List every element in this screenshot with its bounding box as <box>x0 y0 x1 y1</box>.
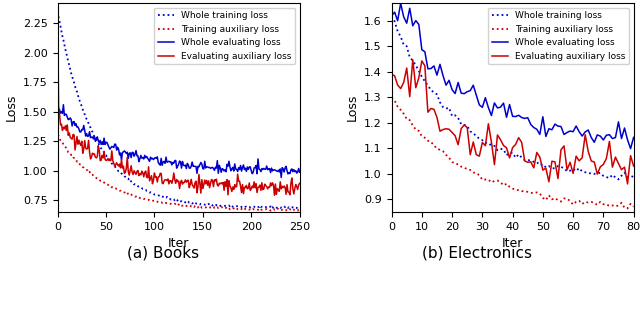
Training auxiliary loss <box>54 133 61 137</box>
Whole training loss <box>614 178 622 181</box>
Evaluating auxiliary loss <box>218 181 225 185</box>
Whole evaluating loss <box>150 158 157 161</box>
Legend: Whole training loss, Training auxiliary loss, Whole evaluating loss, Evaluating : Whole training loss, Training auxiliary … <box>154 7 295 64</box>
Whole evaluating loss <box>165 159 173 163</box>
Whole training loss <box>596 171 604 175</box>
Training auxiliary loss <box>218 205 225 209</box>
X-axis label: Iter: Iter <box>168 237 189 251</box>
Whole training loss <box>539 162 547 166</box>
Whole evaluating loss <box>588 136 595 139</box>
Whole training loss <box>521 158 529 162</box>
Whole training loss <box>164 197 172 200</box>
Evaluating auxiliary loss <box>388 73 396 76</box>
Whole training loss <box>236 205 243 209</box>
Evaluating auxiliary loss <box>296 182 303 185</box>
Evaluating auxiliary loss <box>624 182 632 186</box>
Training auxiliary loss <box>584 201 592 204</box>
Whole evaluating loss <box>542 134 550 138</box>
Whole evaluating loss <box>237 163 244 167</box>
Line: Whole training loss: Whole training loss <box>392 16 634 179</box>
Evaluating auxiliary loss <box>200 183 207 187</box>
Training auxiliary loss <box>539 196 547 200</box>
Whole evaluating loss <box>609 137 616 140</box>
Whole evaluating loss <box>524 116 532 119</box>
Whole evaluating loss <box>277 176 285 179</box>
Text: (a) Books: (a) Books <box>127 246 199 261</box>
Whole training loss <box>54 10 61 14</box>
Whole evaluating loss <box>198 162 205 166</box>
Evaluating auxiliary loss <box>588 159 595 163</box>
Line: Whole evaluating loss: Whole evaluating loss <box>392 3 634 149</box>
Whole evaluating loss <box>397 2 404 5</box>
Evaluating auxiliary loss <box>524 160 532 164</box>
Whole evaluating loss <box>569 130 577 134</box>
Training auxiliary loss <box>566 199 574 203</box>
Whole training loss <box>282 207 290 211</box>
Whole evaluating loss <box>630 135 637 139</box>
Line: Whole training loss: Whole training loss <box>58 12 300 209</box>
Training auxiliary loss <box>197 204 205 208</box>
Whole training loss <box>630 175 637 179</box>
Evaluating auxiliary loss <box>609 165 616 169</box>
Line: Training auxiliary loss: Training auxiliary loss <box>392 98 634 208</box>
Training auxiliary loss <box>267 209 275 212</box>
Whole training loss <box>566 169 574 173</box>
Text: (b) Electronics: (b) Electronics <box>422 246 532 261</box>
Whole evaluating loss <box>388 14 396 18</box>
Whole evaluating loss <box>60 103 67 107</box>
Whole evaluating loss <box>296 170 303 174</box>
Whole evaluating loss <box>600 138 607 142</box>
Training auxiliary loss <box>596 200 604 204</box>
Whole training loss <box>148 191 156 195</box>
Training auxiliary loss <box>296 207 303 211</box>
Evaluating auxiliary loss <box>271 193 278 197</box>
Evaluating auxiliary loss <box>236 179 243 183</box>
Training auxiliary loss <box>388 96 396 100</box>
Evaluating auxiliary loss <box>409 58 417 62</box>
Training auxiliary loss <box>630 205 637 208</box>
Evaluating auxiliary loss <box>148 182 156 186</box>
Evaluating auxiliary loss <box>600 163 607 166</box>
Line: Evaluating auxiliary loss: Evaluating auxiliary loss <box>58 8 300 195</box>
Whole training loss <box>605 176 613 180</box>
Y-axis label: Loss: Loss <box>346 94 358 121</box>
Whole evaluating loss <box>201 159 209 163</box>
Line: Evaluating auxiliary loss: Evaluating auxiliary loss <box>392 60 634 184</box>
Evaluating auxiliary loss <box>542 166 550 170</box>
Line: Whole evaluating loss: Whole evaluating loss <box>58 105 300 178</box>
Line: Training auxiliary loss: Training auxiliary loss <box>58 135 300 211</box>
Evaluating auxiliary loss <box>630 164 637 168</box>
Evaluating auxiliary loss <box>197 191 205 195</box>
Whole training loss <box>296 207 303 210</box>
Training auxiliary loss <box>164 202 172 206</box>
Training auxiliary loss <box>624 207 632 210</box>
Whole training loss <box>388 14 396 18</box>
Y-axis label: Loss: Loss <box>4 94 17 121</box>
Training auxiliary loss <box>236 207 243 211</box>
Whole evaluating loss <box>627 147 634 150</box>
Whole training loss <box>200 202 207 206</box>
Whole training loss <box>197 202 205 206</box>
Whole training loss <box>218 204 225 208</box>
Evaluating auxiliary loss <box>54 6 61 10</box>
Whole training loss <box>584 172 592 175</box>
Evaluating auxiliary loss <box>164 177 172 181</box>
Training auxiliary loss <box>521 189 529 193</box>
Training auxiliary loss <box>200 205 207 209</box>
Legend: Whole training loss, Training auxiliary loss, Whole evaluating loss, Evaluating : Whole training loss, Training auxiliary … <box>488 7 629 64</box>
X-axis label: Iter: Iter <box>502 237 524 251</box>
Whole evaluating loss <box>218 167 226 170</box>
Evaluating auxiliary loss <box>569 172 577 175</box>
Training auxiliary loss <box>605 204 613 208</box>
Whole evaluating loss <box>54 104 61 108</box>
Training auxiliary loss <box>148 199 156 202</box>
